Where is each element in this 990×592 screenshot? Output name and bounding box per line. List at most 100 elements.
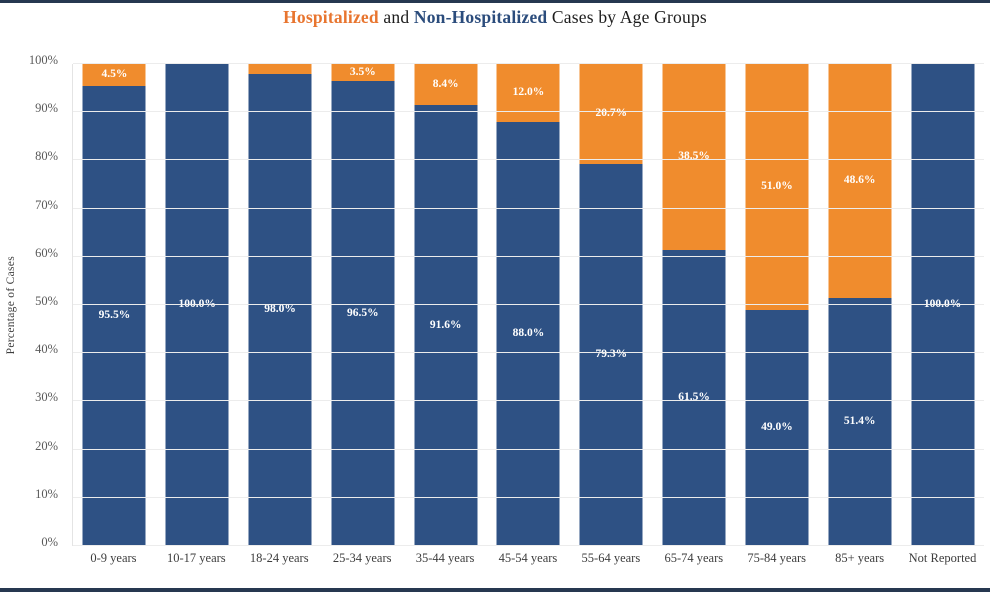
bar-segment-hospitalized[interactable] [248,64,312,74]
stacked-bar: 51.0% 49.0% [745,64,809,546]
x-axis-category-label: 45-54 years [498,551,558,565]
chart-title: Hospitalized and Non-Hospitalized Cases … [0,7,990,28]
segment-value-label: 96.5% [347,306,379,319]
bar-segment-hospitalized[interactable]: 48.6% [828,64,892,299]
stacked-bar: 12.0% 88.0% [496,64,560,546]
gridline [73,111,984,113]
bar-segment-non-hospitalized[interactable]: 100.0% [165,64,229,546]
y-tick-label: 60% [35,245,58,260]
bar-segment-hospitalized[interactable]: 12.0% [496,64,560,122]
y-tick-label: 0% [41,535,58,550]
x-axis-category-label: 85+ years [835,551,885,565]
y-tick-label: 70% [35,197,58,212]
segment-value-label: 51.0% [761,180,793,193]
x-axis-category-label: 18-24 years [249,551,309,565]
y-tick-label: 30% [35,390,58,405]
bar-segment-hospitalized[interactable]: 4.5% [82,64,146,86]
stacked-bar: 100.0% [165,64,229,546]
bar-slot: 100.0% [901,64,984,546]
x-axis-labels: 0-9 years 10-17 years 18-24 years 25-34 yea… [72,551,984,566]
gridline [73,63,984,64]
segment-value-label: 3.5% [349,65,376,78]
stacked-bar: 48.6% 51.4% [828,64,892,546]
title-rest-label: Cases by Age Groups [547,7,707,27]
bar-segment-non-hospitalized[interactable]: 49.0% [745,309,809,546]
bar-segment-non-hospitalized[interactable]: 100.0% [911,64,975,546]
bar-segment-hospitalized[interactable]: 38.5% [662,64,726,250]
bar-slot: 38.5% 61.5% [653,64,736,546]
y-tick-label: 10% [35,486,58,501]
bar-segment-non-hospitalized[interactable]: 98.0% [248,73,312,546]
stacked-bar: 8.4% 91.6% [414,64,478,546]
gridline [73,448,984,450]
segment-value-label: 88.0% [512,327,545,340]
title-hospitalized-label: Hospitalized [283,7,379,27]
stacked-bar: 3.5% 96.5% [331,64,395,546]
bar-segment-hospitalized[interactable]: 20.7% [579,64,643,164]
gridline [73,545,984,546]
bar-segment-non-hospitalized[interactable]: 96.5% [331,80,395,546]
bar-slot: 8.4% 91.6% [404,64,487,546]
bars-container: 4.5% 95.5% 100.0% 98.0% 3.5% 96.5% 8.4% 91.6% 12… [73,64,984,546]
bar-slot: 12.0% 88.0% [487,64,570,546]
bar-segment-non-hospitalized[interactable]: 79.3% [579,163,643,546]
bar-segment-hospitalized[interactable]: 51.0% [745,64,809,310]
segment-value-label: 49.0% [761,421,793,434]
bar-segment-hospitalized[interactable]: 8.4% [414,64,478,105]
gridline [73,207,984,209]
segment-value-label: 91.6% [429,318,462,331]
stacked-bar: 38.5% 61.5% [662,64,726,546]
segment-value-label: 4.5% [101,68,128,81]
bar-segment-non-hospitalized[interactable]: 88.0% [496,121,560,546]
x-axis-category-label: 10-17 years [167,551,226,565]
gridline [73,352,984,354]
x-axis-category-label: 35-44 years [415,551,475,565]
segment-value-label: 38.5% [678,150,710,163]
title-non-hospitalized-label: Non-Hospitalized [413,7,548,27]
gridline [73,304,984,305]
x-axis-category-label: 55-64 years [581,551,641,565]
y-tick-label: 20% [35,438,58,453]
segment-value-label: 79.3% [595,348,628,361]
y-tick-label: 80% [35,149,58,164]
segment-value-label: 100.0% [923,298,962,311]
bar-segment-non-hospitalized[interactable]: 91.6% [414,104,478,546]
bar-segment-non-hospitalized[interactable]: 61.5% [662,249,726,546]
bar-slot: 51.0% 49.0% [736,64,819,546]
bottom-border [0,588,990,592]
y-tick-label: 40% [35,342,58,357]
bar-slot: 48.6% 51.4% [818,64,901,546]
segment-value-label: 95.5% [98,309,131,322]
gridline [73,400,984,402]
y-tick-label: 100% [28,53,58,68]
bar-slot: 98.0% [239,64,322,546]
title-and-label: and [378,7,414,27]
bar-slot: 4.5% 95.5% [73,64,156,546]
y-tick-label: 90% [35,101,58,116]
stacked-bar: 100.0% [911,64,975,546]
bar-segment-hospitalized[interactable]: 3.5% [331,64,395,81]
gridline [73,255,984,257]
bar-slot: 3.5% 96.5% [321,64,404,546]
stacked-bar: 20.7% 79.3% [579,64,643,546]
x-axis-category-label: 65-74 years [664,551,724,565]
y-axis-ticks: 0% 10% 20% 30% 40% 50% 60% 70% 80% 90% 100% [0,53,64,549]
x-axis-category-label: Not Reported [908,551,977,565]
y-tick-label: 50% [35,294,58,309]
stacked-bar: 98.0% [248,64,312,546]
x-axis-category-label: 25-34 years [332,551,392,565]
segment-value-label: 98.0% [264,303,296,316]
bar-segment-non-hospitalized[interactable]: 95.5% [82,85,146,546]
segment-value-label: 12.0% [512,86,545,99]
segment-value-label: 48.6% [843,174,876,187]
segment-value-label: 51.4% [843,415,876,428]
segment-value-label: 8.4% [432,77,459,90]
x-axis-category-label: 75-84 years [747,551,807,565]
top-border [0,0,990,3]
bar-segment-non-hospitalized[interactable]: 51.4% [828,298,892,546]
segment-value-label: 100.0% [178,298,216,311]
bar-slot: 20.7% 79.3% [570,64,653,546]
x-axis-category-label: 0-9 years [90,551,137,565]
stacked-bar: 4.5% 95.5% [82,64,146,546]
